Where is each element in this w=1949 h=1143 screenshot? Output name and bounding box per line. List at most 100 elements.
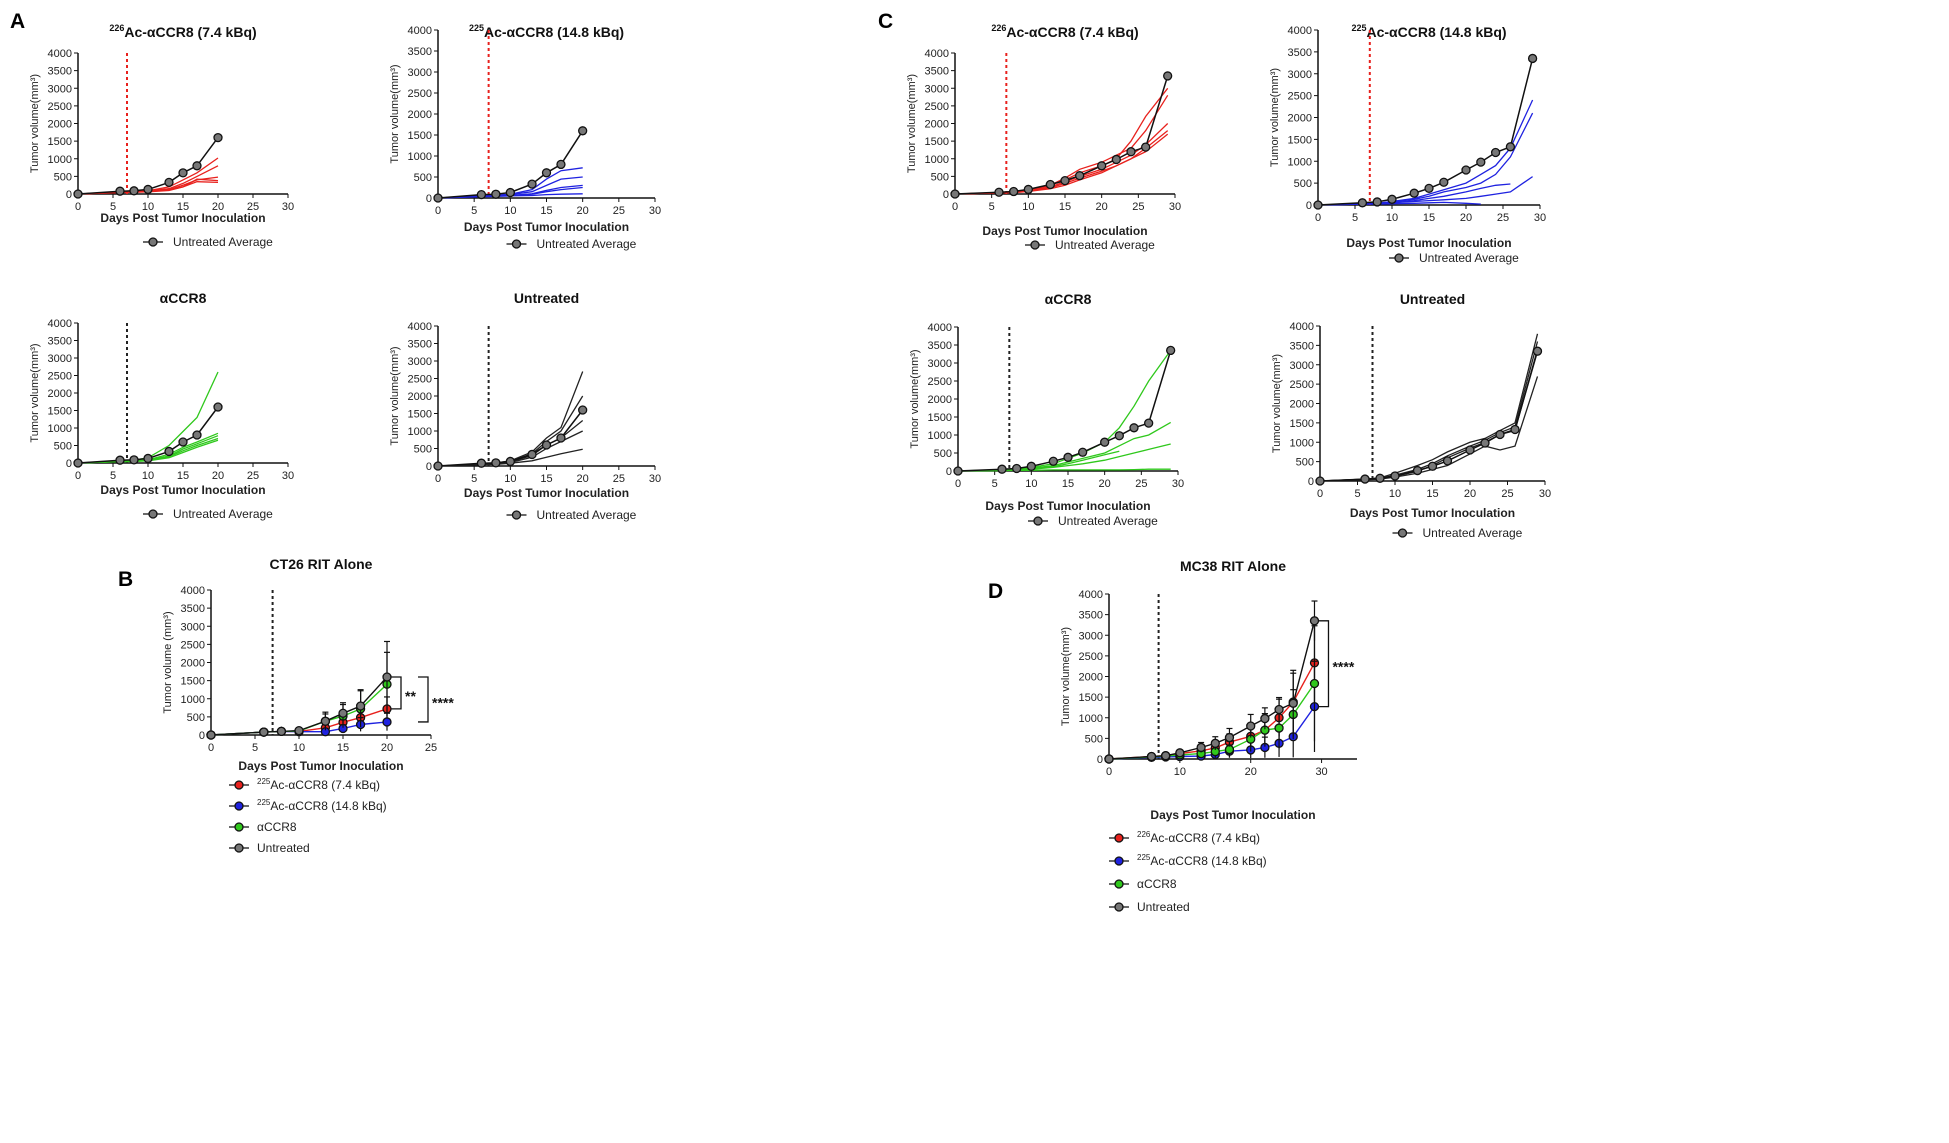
data-point xyxy=(1274,704,1284,715)
y-tick-label: 1500 xyxy=(48,406,72,418)
y-tick-label: 2500 xyxy=(181,639,205,651)
untreated-average-point xyxy=(491,189,501,199)
untreated-average-line xyxy=(957,350,1172,472)
y-tick-label: 500 xyxy=(414,172,432,184)
y-tick-label: 2000 xyxy=(408,391,432,403)
untreated-average-point xyxy=(129,186,139,196)
x-tick-label: 25 xyxy=(1501,488,1513,500)
x-axis-label: Days Post Tumor Inoculation xyxy=(985,499,1150,513)
untreated-average-point xyxy=(1495,429,1505,440)
series-line xyxy=(1108,620,1316,760)
data-point xyxy=(1260,713,1270,724)
legend-text: Ac-αCCR8 (14.8 kBq) xyxy=(270,799,386,813)
y-tick-label: 1000 xyxy=(48,423,72,435)
y-tick-label: 3500 xyxy=(928,340,952,352)
y-tick-label: 3500 xyxy=(925,66,949,78)
legend-text: αCCR8 xyxy=(257,820,297,834)
untreated-average-point xyxy=(1390,471,1400,481)
untreated-average-point xyxy=(178,437,188,447)
untreated-average-point xyxy=(433,461,443,471)
x-tick-label: 10 xyxy=(1174,766,1186,778)
chart-title: 226Ac-αCCR8 (7.4 kBq) xyxy=(109,23,256,40)
untreated-average-point xyxy=(1097,161,1107,171)
x-tick-label: 30 xyxy=(1534,212,1546,224)
x-tick-label: 5 xyxy=(110,470,116,482)
data-point xyxy=(1309,678,1320,689)
data-point xyxy=(320,716,331,726)
x-tick-label: 0 xyxy=(208,742,214,754)
panel-c2: 225Ac-αCCR8 (14.8 kBq) 0 500 1000 1500 2000 25… xyxy=(1269,23,1546,265)
untreated-average-point xyxy=(1111,154,1121,165)
y-axis-label: Tumor volume(mm³) xyxy=(1271,354,1283,453)
x-tick-label: 15 xyxy=(1062,478,1074,490)
data-point xyxy=(1246,721,1256,731)
legend-label: Untreated Average xyxy=(173,235,273,249)
y-tick-label: 2500 xyxy=(1288,91,1312,103)
legend-marker xyxy=(511,239,522,249)
y-axis-label: Tumor volume(mm³) xyxy=(1060,627,1072,726)
y-tick-label: 500 xyxy=(931,171,949,183)
legend-label: αCCR8 xyxy=(257,820,297,834)
untreated-average-point xyxy=(115,186,125,196)
legend-marker xyxy=(148,509,158,519)
untreated-average-point xyxy=(192,161,202,171)
y-axis-label: Tumor volume(mm³) xyxy=(389,64,401,163)
untreated-average-point xyxy=(213,132,223,143)
data-point xyxy=(338,708,348,718)
x-tick-label: 15 xyxy=(1423,212,1435,224)
legend-superscript: 225 xyxy=(1137,853,1151,862)
x-axis-label: Days Post Tumor Inoculation xyxy=(982,224,1147,238)
legend-marker xyxy=(511,510,522,520)
untreated-average-point xyxy=(1078,447,1088,457)
x-tick-label: 15 xyxy=(1426,488,1438,500)
untreated-average-point xyxy=(213,402,223,412)
y-tick-label: 1000 xyxy=(408,151,432,163)
untreated-average-point xyxy=(1166,345,1176,356)
untreated-average-point xyxy=(1465,445,1475,455)
untreated-average-point xyxy=(1063,452,1073,462)
y-tick-label: 1000 xyxy=(1079,713,1103,725)
title-text: Ac-αCCR8 (7.4 kBq) xyxy=(124,24,256,40)
legend-label: Untreated Average xyxy=(1055,238,1155,252)
y-tick-label: 1000 xyxy=(181,694,205,706)
legend-label: Untreated Average xyxy=(1058,514,1158,528)
legend-superscript: 226 xyxy=(1137,830,1151,839)
y-tick-label: 4000 xyxy=(1290,321,1314,333)
individual-mouse-line xyxy=(77,371,219,464)
untreated-average-point xyxy=(1313,200,1323,210)
y-tick-label: 2000 xyxy=(925,119,949,131)
y-tick-label: 0 xyxy=(66,189,72,201)
y-tick-label: 500 xyxy=(934,448,952,460)
y-tick-label: 2500 xyxy=(928,376,952,388)
y-tick-label: 0 xyxy=(426,461,432,473)
y-tick-label: 2000 xyxy=(928,394,952,406)
x-tick-label: 0 xyxy=(1315,212,1321,224)
y-axis-label: Tumor volume(mm³) xyxy=(29,343,41,442)
data-point xyxy=(1104,754,1114,764)
individual-mouse-line xyxy=(957,421,1172,472)
x-tick-label: 5 xyxy=(1352,212,1358,224)
x-tick-label: 0 xyxy=(1106,766,1112,778)
x-tick-label: 30 xyxy=(1315,766,1327,778)
title-text: Untreated xyxy=(514,290,579,306)
x-tick-label: 5 xyxy=(471,205,477,217)
x-tick-label: 15 xyxy=(540,473,552,485)
y-tick-label: 4000 xyxy=(1079,589,1103,601)
data-point xyxy=(1224,732,1235,743)
individual-mouse-line xyxy=(437,371,584,467)
y-tick-label: 4000 xyxy=(48,48,72,60)
y-tick-label: 4000 xyxy=(928,322,952,334)
individual-mouse-line xyxy=(954,130,1169,195)
x-tick-label: 0 xyxy=(952,201,958,213)
y-tick-label: 2000 xyxy=(1290,399,1314,411)
untreated-average-point xyxy=(1409,188,1419,198)
y-tick-label: 3000 xyxy=(48,353,72,365)
untreated-average-point xyxy=(1360,474,1370,484)
panel-c3: αCCR8 0 500 1000 1500 2000 2500 3000 3500 4000 0 5 1… xyxy=(909,291,1184,528)
data-point xyxy=(1210,738,1220,748)
y-tick-label: 3000 xyxy=(1288,69,1312,81)
untreated-average-point xyxy=(541,168,552,178)
y-tick-label: 2000 xyxy=(181,658,205,670)
data-point xyxy=(1175,748,1185,758)
data-point xyxy=(1288,698,1298,708)
